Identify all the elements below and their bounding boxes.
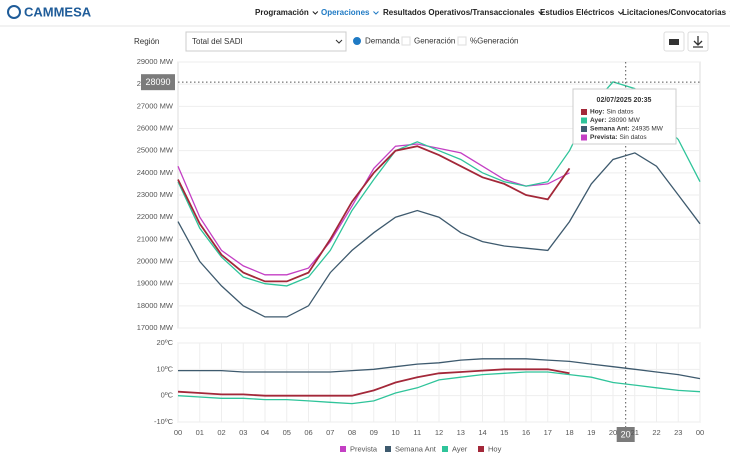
tooltip-swatch — [581, 134, 587, 141]
x-tick-label: 00 — [696, 428, 704, 437]
x-tick-label: 14 — [478, 428, 486, 437]
nav-chevron — [373, 11, 379, 15]
checkbox[interactable] — [401, 36, 411, 46]
tooltip-title: 02/07/2025 20:35 — [597, 97, 652, 104]
legend-label: Prevista — [350, 444, 378, 453]
y-tick-label: 20ºC — [157, 338, 174, 347]
y-tick-label: 0ºC — [161, 391, 174, 400]
legend-swatch — [385, 446, 391, 452]
legend-label: Semana Ant — [395, 444, 437, 453]
x-tick-label: 09 — [370, 428, 378, 437]
y-tick-label: 26000 MW — [137, 123, 174, 132]
x-tick-label: 08 — [348, 428, 356, 437]
tooltip — [572, 88, 677, 145]
region-label: Región — [134, 37, 159, 46]
series-line — [177, 371, 701, 405]
option-label: Generación — [414, 37, 455, 46]
x-tick-label: 22 — [652, 428, 660, 437]
series-line — [178, 358, 701, 380]
tooltip-value: 28090 MW — [608, 117, 640, 124]
nav-item[interactable]: Resultados Operativos/Transaccionales — [383, 8, 535, 17]
legend-label: Ayer — [452, 444, 468, 453]
x-tick-label: 05 — [283, 428, 291, 437]
legend-swatch — [478, 446, 484, 452]
select-chevron — [335, 39, 343, 44]
y-tick-label: 21000 MW — [137, 234, 174, 243]
tooltip-swatch — [581, 109, 587, 115]
option-label: Demanda — [365, 37, 400, 46]
tooltip-label: Hoy: — [590, 109, 604, 116]
region-select[interactable] — [185, 31, 347, 52]
nav-item[interactable]: Operaciones — [321, 8, 370, 17]
checkbox[interactable] — [457, 36, 467, 46]
crosshair-y-label: 28090 — [145, 77, 170, 87]
crosshair-x-label: 20 — [621, 429, 631, 439]
x-tick-label: 01 — [196, 428, 204, 437]
y-tick-label: 22000 MW — [137, 212, 174, 221]
nav-chevron — [538, 11, 544, 15]
tooltip-swatch — [581, 126, 587, 132]
print-icon — [669, 39, 679, 45]
y-tick-label: 10ºC — [157, 364, 174, 373]
x-tick-label: 00 — [174, 428, 182, 437]
nav-chevron — [312, 11, 319, 15]
crosshair-x-box — [616, 427, 635, 442]
nav-item[interactable]: Estudios Eléctricos — [540, 8, 615, 17]
x-tick-label: 07 — [326, 428, 334, 437]
tooltip-label: Semana Ant: — [590, 126, 630, 133]
x-tick-label: 02 — [217, 428, 225, 437]
series-line — [177, 145, 571, 283]
y-tick-label: 27000 MW — [137, 101, 174, 110]
x-tick-label: 10 — [391, 428, 399, 437]
x-tick-label: 16 — [522, 428, 530, 437]
y-tick-label: 29000 MW — [137, 57, 174, 66]
legend-label: Hoy — [488, 444, 502, 453]
legend-swatch — [442, 446, 448, 452]
y-tick-label: 19000 MW — [137, 279, 174, 288]
x-tick-label: 21 — [631, 428, 639, 437]
crosshair-y-box — [141, 74, 175, 91]
tooltip-label: Ayer: — [590, 117, 606, 124]
x-tick-label: 18 — [565, 428, 573, 437]
y-tick-label: 24000 MW — [137, 168, 174, 177]
tooltip-value: 24935 MW — [632, 126, 664, 133]
tooltip-value: Sin datos — [619, 134, 647, 141]
series-line — [177, 143, 570, 276]
option-label: %Generación — [470, 37, 518, 46]
x-tick-label: 17 — [544, 428, 552, 437]
radio[interactable] — [353, 37, 361, 45]
y-tick-label: 20000 MW — [137, 256, 174, 265]
x-tick-label: 13 — [457, 428, 465, 437]
series-line — [177, 368, 570, 397]
y-tick-label: 17000 MW — [137, 323, 174, 332]
y-tick-label: -10ºC — [154, 417, 174, 426]
x-tick-label: 11 — [413, 428, 421, 437]
region-value: Total del SADI — [192, 37, 243, 46]
x-tick-label: 06 — [304, 428, 312, 437]
x-tick-label: 04 — [261, 428, 269, 437]
series-line — [177, 152, 701, 318]
x-tick-label: 19 — [587, 428, 595, 437]
x-tick-label: 03 — [239, 428, 247, 437]
tooltip-swatch — [581, 117, 587, 124]
tooltip-value: Sin datos — [606, 109, 634, 116]
legend-swatch — [340, 446, 346, 452]
nav-chevron — [617, 11, 624, 15]
series-line — [177, 81, 701, 287]
y-tick-label: 18000 MW — [137, 301, 174, 310]
x-tick-label: 15 — [500, 428, 508, 437]
x-tick-label: 23 — [674, 428, 682, 437]
tooltip-label: Prevista: — [590, 134, 617, 141]
x-tick-label: 20 — [609, 428, 617, 437]
logo-icon — [7, 5, 21, 19]
y-tick-label: 23000 MW — [137, 190, 174, 199]
x-tick-label: 12 — [435, 428, 443, 437]
download-icon — [693, 36, 703, 48]
logo[interactable]: CAMMESA — [24, 4, 92, 19]
nav-item[interactable]: Licitaciones/Convocatorias — [622, 8, 727, 17]
y-tick-label: 25000 MW — [137, 146, 174, 155]
nav-item[interactable]: Programación — [255, 8, 309, 17]
